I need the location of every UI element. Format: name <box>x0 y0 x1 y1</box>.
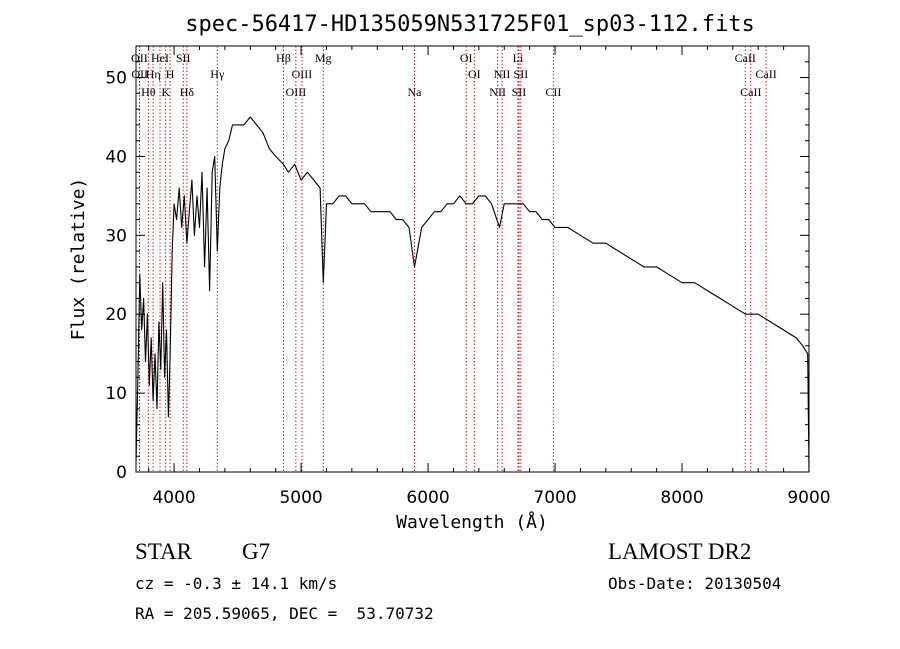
line-marker-label: Na <box>407 85 422 99</box>
obs-date: Obs-Date: 20130504 <box>608 574 782 593</box>
line-marker-label: SII <box>514 67 529 81</box>
x-tick-label: 4000 <box>152 488 195 508</box>
line-marker-label: CaII <box>735 51 756 65</box>
plot-frame <box>135 45 810 473</box>
line-marker-label: Hβ <box>276 51 291 65</box>
line-marker-label: NII <box>494 67 511 81</box>
object-subclass: G7 <box>242 539 271 564</box>
x-tick-label: 9000 <box>787 488 830 508</box>
line-marker-label: K <box>161 85 170 99</box>
y-tick-label: 0 <box>116 463 127 483</box>
axes: 4000 5000 6000 7000 8000 9000 0 10 20 30 40 50 <box>105 46 831 508</box>
y-tick-label: 50 <box>105 69 127 89</box>
line-marker-label: Li <box>513 51 524 65</box>
x-tick-label: 5000 <box>279 488 322 508</box>
redshift-info: cz = -0.3 ± 14.1 km/s <box>135 574 338 593</box>
line-markers: OIIOIIHθHηHeIKHSIIHδHγHβOIIIOIIIMgNaOIOI… <box>131 46 777 472</box>
x-tick-label: 8000 <box>660 488 703 508</box>
object-class: STAR <box>135 539 192 564</box>
y-tick-label: 10 <box>105 384 127 404</box>
line-marker-label: OIII <box>286 85 307 99</box>
line-marker-label: Hδ <box>180 85 195 99</box>
line-marker-label: CaII <box>755 67 776 81</box>
line-marker-label: OI <box>460 51 473 65</box>
line-marker-label: Hη <box>146 67 161 81</box>
line-marker-label: Hγ <box>210 67 225 81</box>
line-marker-label: Mg <box>315 51 332 65</box>
line-marker-label: CII <box>545 85 561 99</box>
y-axis-label: Flux (relative) <box>68 178 89 341</box>
x-axis-label: Wavelength (Å) <box>396 511 548 533</box>
line-marker-label: HeI <box>151 51 169 65</box>
x-tick-label: 7000 <box>533 488 576 508</box>
line-marker-label: OIII <box>292 67 313 81</box>
line-marker-label: OI <box>468 67 481 81</box>
coordinates: RA = 205.59065, DEC = 53.70732 <box>135 604 434 623</box>
line-marker-label: H <box>166 67 175 81</box>
line-marker-label: Hθ <box>141 85 156 99</box>
chart-title: spec-56417-HD135059N531725F01_sp03-112.f… <box>185 12 755 37</box>
line-marker-label: SII <box>512 85 527 99</box>
y-tick-label: 20 <box>105 305 127 325</box>
line-marker-label: CaII <box>740 85 761 99</box>
line-marker-label: NII <box>489 85 506 99</box>
y-tick-label: 30 <box>105 226 127 246</box>
y-tick-label: 40 <box>105 147 127 167</box>
survey-name: LAMOST DR2 <box>608 539 752 564</box>
spectrum-series <box>135 116 810 473</box>
spectrum-line-0 <box>135 116 810 473</box>
line-marker-label: SII <box>176 51 191 65</box>
x-tick-label: 6000 <box>406 488 449 508</box>
